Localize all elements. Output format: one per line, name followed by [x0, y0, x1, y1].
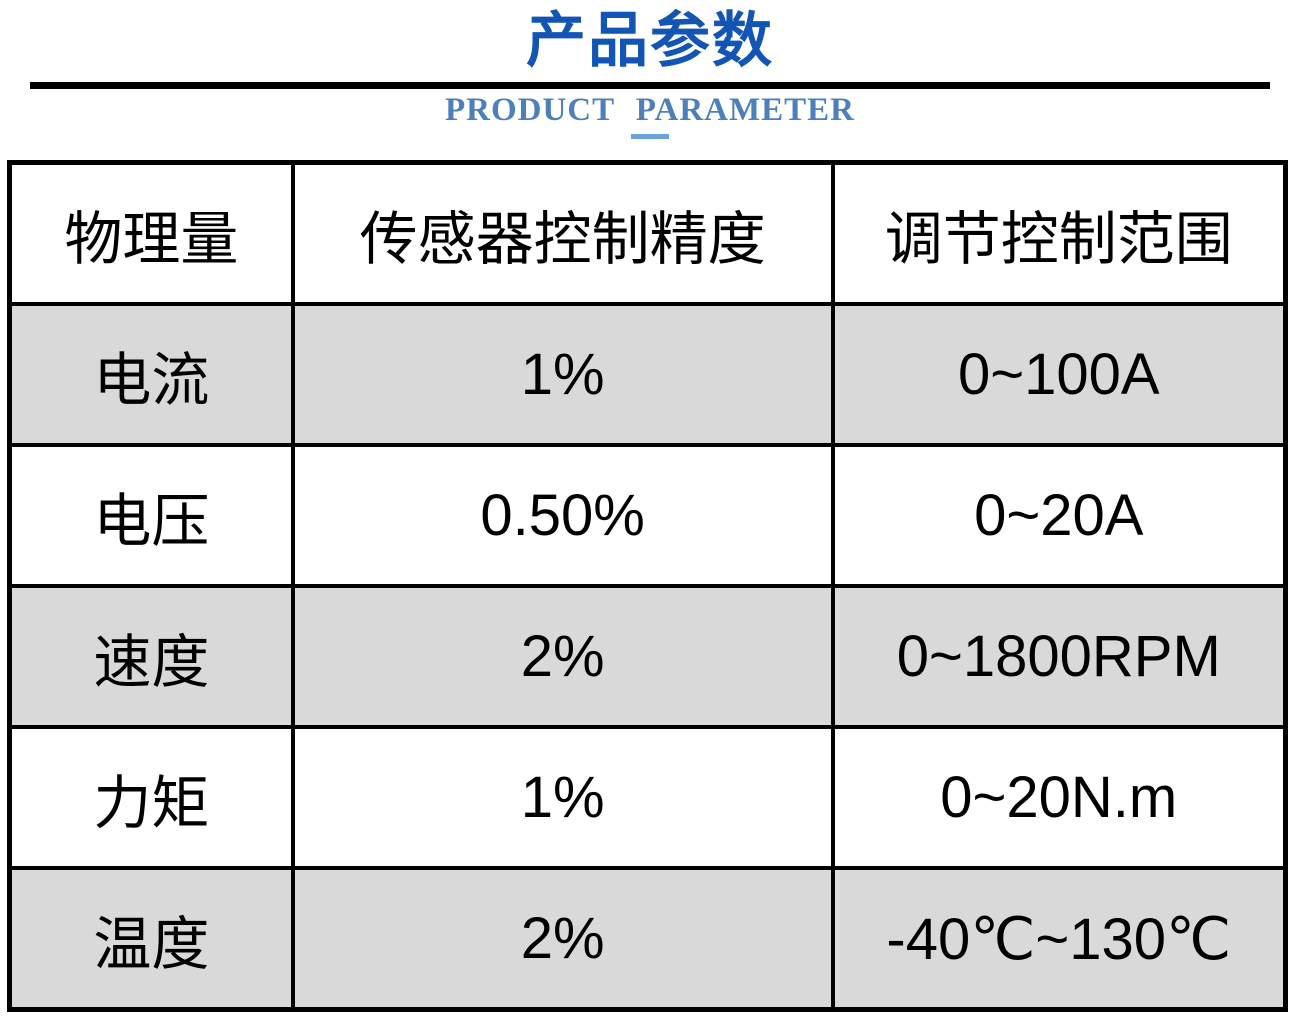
subtitle-accent-dash	[631, 134, 669, 139]
cell-quantity: 电压	[7, 443, 295, 588]
cell-quantity: 速度	[7, 584, 295, 729]
cell-quantity: 力矩	[7, 725, 295, 870]
parameter-table: 物理量 传感器控制精度 调节控制范围 电流 1% 0~100A 电压 0.50%…	[7, 160, 1288, 1012]
table-row: 速度 2% 0~1800RPM	[7, 584, 1288, 729]
title-divider-line	[30, 82, 1270, 89]
cell-quantity: 电流	[7, 302, 295, 447]
cell-range: 0~1800RPM	[830, 584, 1288, 729]
table-row: 电压 0.50% 0~20A	[7, 443, 1288, 588]
cell-accuracy: 1%	[290, 302, 835, 447]
table-row: 力矩 1% 0~20N.m	[7, 725, 1288, 870]
cell-accuracy: 0.50%	[290, 443, 835, 588]
header-cell-range: 调节控制范围	[830, 160, 1288, 306]
table-row: 电流 1% 0~100A	[7, 302, 1288, 447]
cell-accuracy: 1%	[290, 725, 835, 870]
table-header-row: 物理量 传感器控制精度 调节控制范围	[7, 160, 1288, 306]
cell-range: 0~20N.m	[830, 725, 1288, 870]
cell-quantity: 温度	[7, 866, 295, 1012]
cell-range: -40℃~130℃	[830, 866, 1288, 1012]
cell-range: 0~100A	[830, 302, 1288, 447]
header-cell-accuracy: 传感器控制精度	[290, 160, 835, 306]
header-cell-quantity: 物理量	[7, 160, 295, 306]
cell-accuracy: 2%	[290, 584, 835, 729]
table-row: 温度 2% -40℃~130℃	[7, 866, 1288, 1012]
cell-accuracy: 2%	[290, 866, 835, 1012]
cell-range: 0~20A	[830, 443, 1288, 588]
page-title: 产品参数	[526, 7, 774, 74]
page-subtitle: PRODUCT PARAMETER	[444, 92, 856, 128]
